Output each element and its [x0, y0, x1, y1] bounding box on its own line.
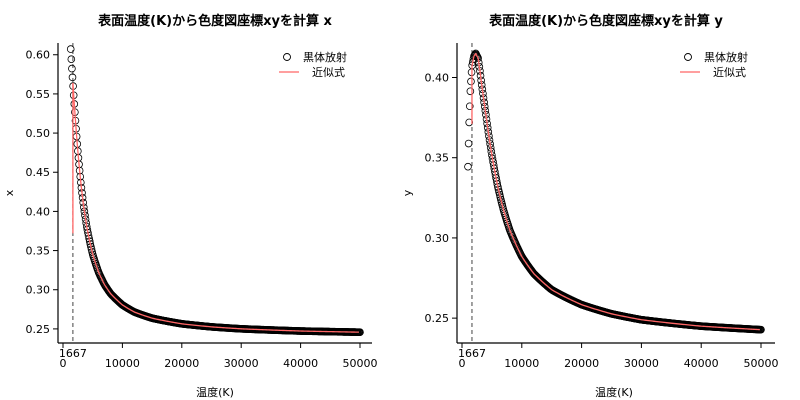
legend-label-approx-y: 近似式: [713, 66, 746, 79]
y-tick-label-x: 0.50: [26, 127, 51, 140]
blackbody-point-y: [494, 183, 502, 191]
x-tick-label-y: 20000: [564, 357, 599, 370]
y-tick-label-y: 0.40: [425, 71, 450, 84]
y-tick-label-y: 0.25: [425, 312, 450, 325]
blackbody-point-x: [67, 55, 76, 63]
y-tick-label-x: 0.40: [26, 205, 51, 218]
x-tick-label-y: 0: [459, 357, 466, 370]
blackbody-point-x: [84, 228, 92, 237]
y-tick-label-x: 0.30: [26, 284, 51, 297]
y-ticks-y: 0.25 0.30 0.35 0.40: [425, 71, 457, 325]
y-axis-label-x: x: [3, 189, 16, 196]
y-axis-label-y: y: [401, 189, 414, 196]
blackbody-points-y: [464, 49, 765, 334]
legend-y: 黒体放射 近似式: [680, 50, 748, 79]
y-tick-label-y: 0.35: [425, 152, 450, 165]
blackbody-point-y: [466, 87, 475, 96]
blackbody-point-x: [68, 73, 77, 82]
blackbody-point-y: [494, 185, 503, 194]
blackbody-point-y: [467, 77, 475, 86]
x-axis-label-y: 温度(K): [595, 385, 633, 399]
x-tick-label-y: 10000: [504, 357, 539, 370]
x-tick-label-x: 50000: [343, 357, 378, 370]
blackbody-point-x: [85, 234, 93, 243]
x-ticks-x: 0 10000 20000 30000 40000 50000: [60, 343, 378, 370]
x-tick-label-y: 30000: [624, 357, 659, 370]
chart-panel-y: 表面温度(K)から色度図座標xyを計算 y 0.25 0.30 0.35 0.40 0…: [401, 13, 779, 399]
x-tick-label-x: 20000: [164, 357, 199, 370]
blackbody-point-y: [464, 139, 473, 148]
x-tick-label-x: 10000: [105, 357, 140, 370]
blackbody-point-x: [84, 231, 93, 240]
y-tick-label-x: 0.25: [26, 323, 51, 336]
legend-label-approx-x: 近似式: [312, 66, 345, 79]
vline-label-x: 1667: [59, 347, 87, 360]
chart-title-x: 表面温度(K)から色度図座標xyを計算 x: [97, 13, 332, 29]
legend-circle-marker-x: [283, 53, 291, 61]
legend-label-blackbody-y: 黒体放射: [704, 50, 748, 64]
y-tick-label-x: 0.55: [26, 88, 51, 101]
x-ticks-y: 0 10000 20000 30000 40000 50000: [459, 343, 779, 370]
blackbody-point-y: [464, 162, 472, 171]
x-tick-label-x: 0: [60, 357, 67, 370]
approx-curve-path-x: [72, 82, 359, 333]
y-tick-label-x: 0.45: [26, 166, 51, 179]
x-tick-label-y: 50000: [744, 357, 779, 370]
blackbody-point-x: [85, 237, 94, 246]
y-tick-label-y: 0.30: [425, 232, 450, 245]
approx-curve-path-y: [471, 52, 760, 331]
x-tick-label-y: 40000: [684, 357, 719, 370]
blackbody-point-x: [68, 64, 76, 73]
approx-curve-x: [72, 82, 359, 333]
blackbody-point-x: [87, 242, 95, 251]
legend-label-blackbody-x: 黒体放射: [303, 50, 347, 64]
legend-circle-marker-y: [684, 53, 692, 61]
y-ticks-x: 0.25 0.30 0.35 0.40 0.45 0.50 0.55 0.60: [26, 49, 58, 336]
blackbody-points-x: [66, 45, 364, 336]
vline-label-y: 1667: [458, 347, 486, 360]
blackbody-point-x: [66, 45, 75, 53]
y-tick-label-x: 0.35: [26, 245, 51, 258]
chart-title-y: 表面温度(K)から色度図座標xyを計算 y: [488, 13, 723, 29]
blackbody-point-x: [86, 240, 95, 248]
x-tick-label-x: 40000: [283, 357, 318, 370]
blackbody-point-y: [493, 180, 502, 188]
x-axis-label-x: 温度(K): [196, 385, 234, 399]
chart-panel-x: 表面温度(K)から色度図座標xyを計算 x 0.250.300.350.400.…: [3, 13, 378, 399]
y-tick-label-x: 0.60: [26, 49, 51, 62]
x-tick-label-x: 30000: [224, 357, 259, 370]
approx-curve-y: [471, 52, 760, 331]
legend-x: 黒体放射 近似式: [279, 50, 347, 79]
blackbody-point-y: [465, 102, 474, 111]
